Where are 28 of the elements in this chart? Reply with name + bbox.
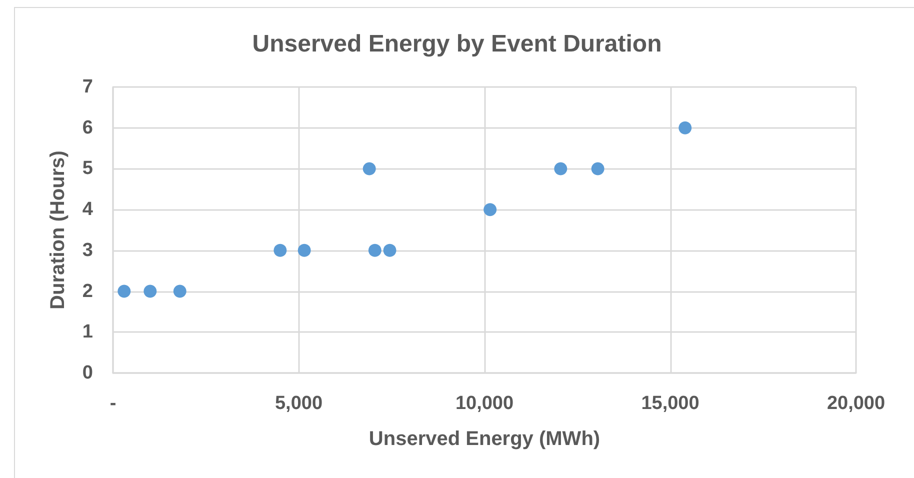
y-axis-title: Duration (Hours) [47,150,69,310]
y-tick-label: 0 [82,362,93,384]
y-tick-label: 5 [82,158,94,180]
point [678,121,692,134]
chart-title: Unserved Energy by Event Duration [252,30,662,58]
y-tick-label: 2 [82,280,93,302]
point [274,244,287,257]
point [591,162,604,176]
point [383,244,396,257]
x-tick-label: 10,000 [455,393,514,414]
y-tick-label: 6 [82,117,93,138]
point [362,162,376,176]
x-axis-title: Unserved Energy (MWh) [368,428,600,450]
point [484,203,497,216]
x-tick-label: - [110,393,116,414]
y-tick-label: 7 [82,76,93,98]
point [298,244,311,257]
y-tick-label: 3 [82,240,93,261]
point [368,244,382,257]
y-tick-label: 4 [82,199,94,220]
point [144,284,157,298]
x-tick-label: 5,000 [274,393,323,414]
point [173,284,186,298]
point [554,162,568,176]
x-tick-label: 15,000 [641,393,700,414]
y-tick-label: 1 [82,322,94,343]
x-tick-label: 20,000 [826,393,886,414]
point [118,284,131,298]
